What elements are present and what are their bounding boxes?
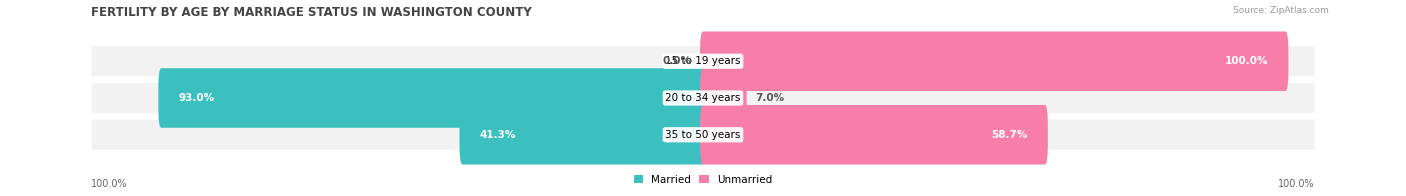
Text: 100.0%: 100.0%	[1225, 56, 1268, 66]
FancyBboxPatch shape	[700, 32, 1288, 91]
FancyBboxPatch shape	[91, 83, 1315, 113]
Text: 15 to 19 years: 15 to 19 years	[665, 56, 741, 66]
Text: 0.0%: 0.0%	[662, 56, 692, 66]
FancyBboxPatch shape	[700, 68, 747, 128]
Text: Source: ZipAtlas.com: Source: ZipAtlas.com	[1233, 6, 1329, 15]
FancyBboxPatch shape	[159, 68, 706, 128]
Text: 100.0%: 100.0%	[1278, 179, 1315, 189]
Text: 20 to 34 years: 20 to 34 years	[665, 93, 741, 103]
Text: 100.0%: 100.0%	[91, 179, 128, 189]
FancyBboxPatch shape	[91, 46, 1315, 76]
Text: 58.7%: 58.7%	[991, 130, 1028, 140]
Text: 35 to 50 years: 35 to 50 years	[665, 130, 741, 140]
Text: 7.0%: 7.0%	[755, 93, 785, 103]
Legend: Married, Unmarried: Married, Unmarried	[630, 171, 776, 189]
FancyBboxPatch shape	[700, 105, 1047, 164]
Text: FERTILITY BY AGE BY MARRIAGE STATUS IN WASHINGTON COUNTY: FERTILITY BY AGE BY MARRIAGE STATUS IN W…	[91, 6, 531, 19]
FancyBboxPatch shape	[91, 120, 1315, 150]
FancyBboxPatch shape	[460, 105, 706, 164]
Text: 93.0%: 93.0%	[179, 93, 215, 103]
Text: 41.3%: 41.3%	[479, 130, 516, 140]
